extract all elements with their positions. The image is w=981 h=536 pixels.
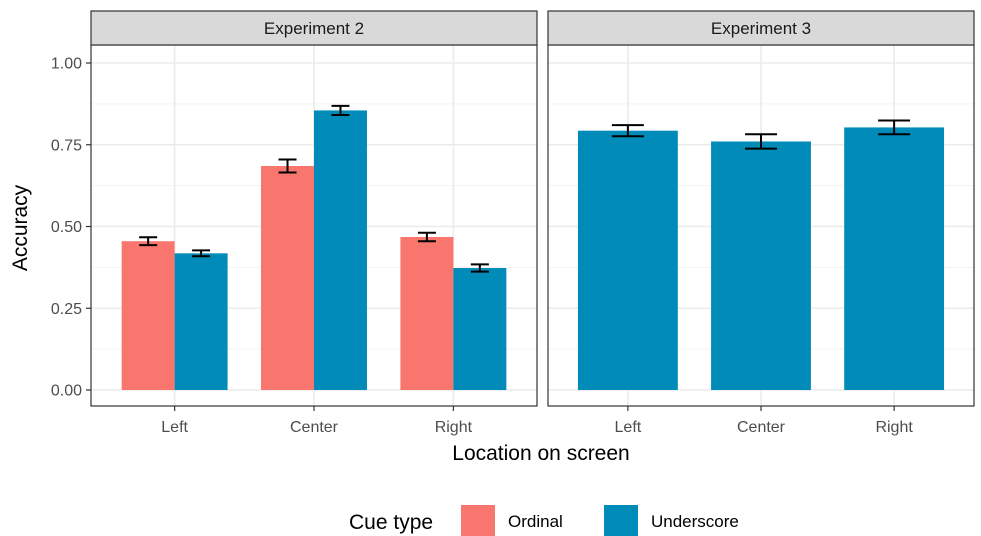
x-tick-label: Right: [875, 419, 913, 436]
x-tick-label: Left: [615, 419, 642, 436]
legend-key-underscore: [604, 505, 638, 536]
facet-strip-title: Experiment 2: [264, 19, 364, 38]
legend-label-underscore: Underscore: [651, 512, 739, 531]
panels: Experiment 2 Left Center Right Experiment 3 L…: [90, 10, 975, 436]
y-tick-label: 0.50: [51, 219, 82, 236]
x-tick-label: Center: [290, 419, 339, 436]
error-bar: [611, 124, 644, 138]
legend-key-ordinal: [461, 505, 495, 536]
bars: [121, 104, 507, 390]
bar-underscore-left: [577, 130, 678, 390]
x-tick-label: Left: [161, 419, 188, 436]
y-tick-label: 0.25: [51, 301, 82, 318]
panel-2: Experiment 3 Left Center Right: [547, 10, 975, 436]
legend: Cue type Ordinal Underscore: [349, 505, 739, 536]
facet-strip-title: Experiment 3: [711, 19, 811, 38]
error-bar: [470, 263, 489, 273]
bar-ordinal-right: [400, 236, 454, 390]
legend-title: Cue type: [349, 511, 433, 534]
error-bar: [139, 236, 158, 247]
bars: [577, 119, 945, 390]
facet-strip: [90, 10, 538, 46]
bar-underscore-center: [711, 141, 811, 390]
error-bar: [331, 104, 350, 116]
bar-ordinal-left: [121, 241, 175, 390]
panel-1: Experiment 2 Left Center Right: [90, 10, 538, 436]
error-bar: [878, 119, 911, 136]
x-tick-label: Right: [435, 419, 473, 436]
x-axis-title: Location on screen: [452, 442, 629, 465]
legend-label-ordinal: Ordinal: [508, 512, 563, 531]
error-bar: [278, 158, 297, 174]
y-tick-label: 1.00: [51, 56, 82, 73]
bar-underscore-left: [174, 253, 228, 390]
bar-underscore-right: [453, 268, 507, 390]
bar-ordinal-center: [261, 166, 314, 390]
bar-underscore-center: [314, 110, 367, 390]
error-bar: [745, 133, 777, 150]
y-axis-title: Accuracy: [9, 184, 32, 271]
x-tick-label: Center: [737, 419, 786, 436]
y-axis: 0.00 0.25 0.50 0.75 1.00: [51, 56, 91, 400]
error-bar: [417, 231, 436, 243]
bar-underscore-right: [844, 127, 945, 390]
y-tick-label: 0.00: [51, 383, 82, 400]
facet-strip: [547, 10, 975, 46]
error-bar: [192, 249, 211, 258]
y-tick-label: 0.75: [51, 137, 82, 154]
